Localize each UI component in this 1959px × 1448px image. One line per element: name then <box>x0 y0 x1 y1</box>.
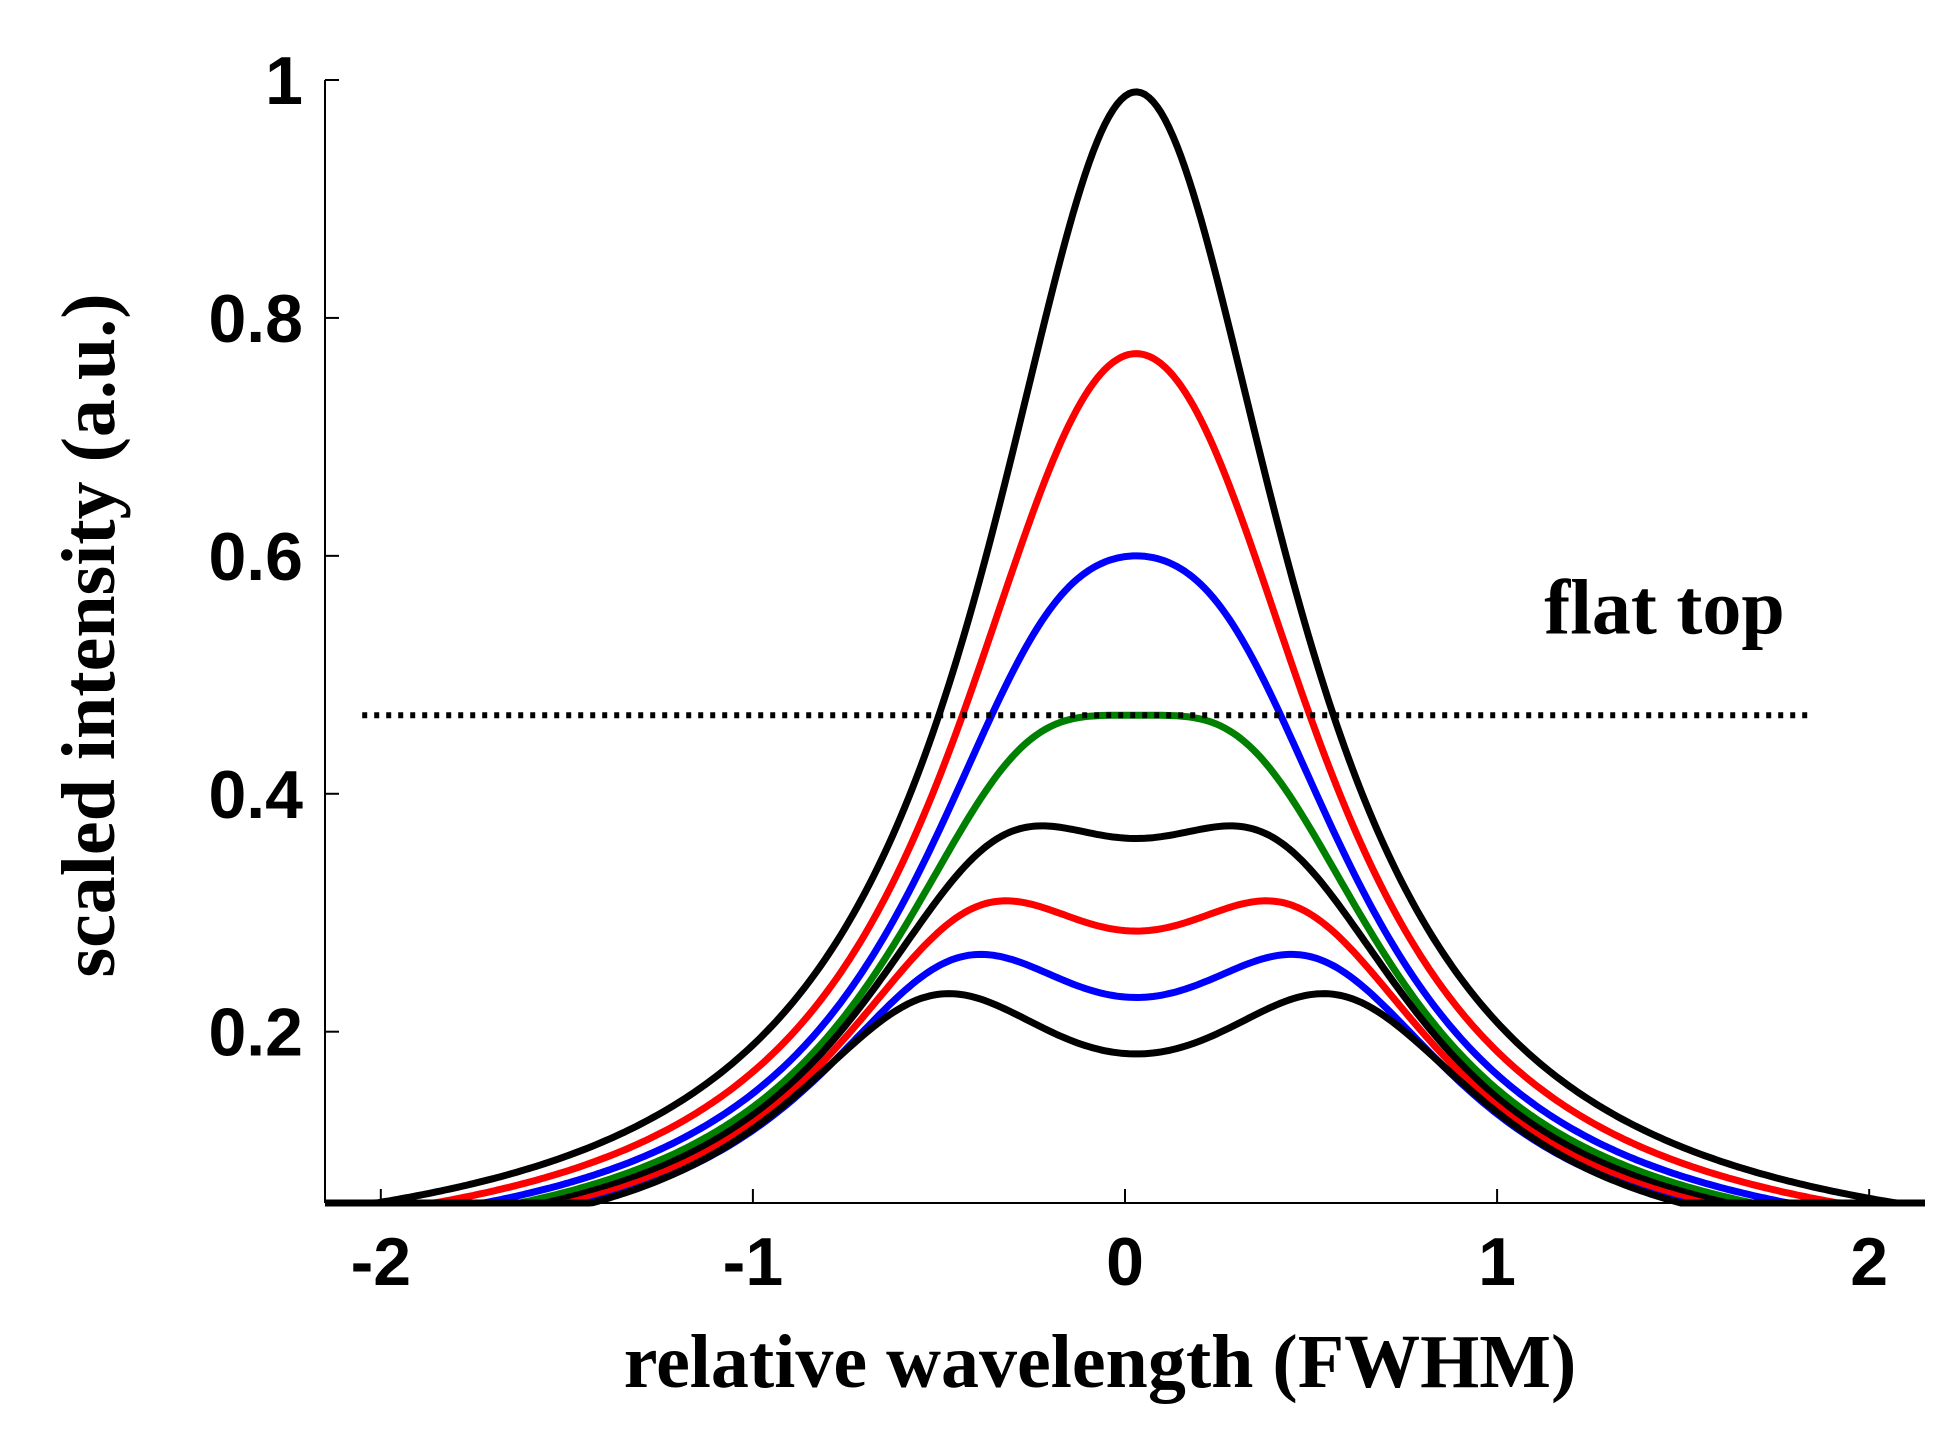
x-tick-label: 0 <box>1106 1224 1144 1300</box>
x-tick-label: -1 <box>723 1224 783 1300</box>
x-axis-title: relative wavelength (FWHM) <box>624 1320 1577 1404</box>
y-tick-label: 1 <box>265 43 303 119</box>
series-line-4 <box>325 711 1925 1207</box>
y-tick-label: 0.2 <box>208 995 303 1071</box>
series-layer <box>325 88 1925 1207</box>
series-line-1 <box>325 88 1925 1207</box>
x-tick-label: -2 <box>351 1224 411 1300</box>
y-axis-title: scaled intensity (a.u.) <box>47 294 131 978</box>
series-line-2 <box>325 350 1925 1207</box>
series-line-5 <box>325 822 1925 1207</box>
x-tick-label: 1 <box>1478 1224 1516 1300</box>
y-tick-label: 0.8 <box>208 281 303 357</box>
series-line-3 <box>325 552 1925 1207</box>
series-line-6 <box>325 897 1925 1207</box>
tick-layer: -2 -1 0 1 2 0.2 0.4 0.6 0.8 1 <box>208 43 1888 1300</box>
y-tick-label: 0.4 <box>208 757 303 833</box>
x-tick-label: 2 <box>1850 1224 1888 1300</box>
y-tick-label: 0.6 <box>208 519 303 595</box>
annotation-flat-top: flat top <box>1544 563 1784 650</box>
